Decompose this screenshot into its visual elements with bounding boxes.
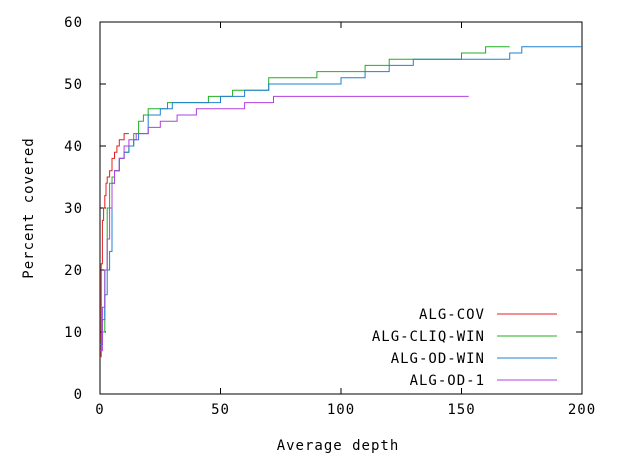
legend: ALG-COV ALG-CLIQ-WIN ALG-OD-WIN ALG-OD-1: [372, 307, 557, 389]
x-tick-label: 0: [95, 402, 104, 418]
x-tick-label: 200: [568, 402, 596, 418]
y-axis-label: Percent covered: [21, 137, 37, 278]
series-line: [100, 95, 469, 352]
y-tick-label: 50: [64, 77, 83, 93]
legend-label: ALG-CLIQ-WIN: [372, 329, 485, 345]
series-line: [100, 46, 510, 345]
series-group: [100, 46, 582, 358]
legend-label: ALG-OD-1: [410, 373, 485, 389]
series-line: [100, 133, 129, 358]
y-tick-label: 40: [64, 139, 83, 155]
x-axis-label: Average depth: [277, 438, 400, 454]
y-tick-label: 20: [64, 263, 83, 279]
x-tick-label: 50: [211, 402, 230, 418]
legend-label: ALG-OD-WIN: [391, 351, 485, 367]
y-tick-label: 60: [64, 15, 83, 31]
y-tick-label: 0: [74, 387, 83, 403]
x-tick-label: 150: [447, 402, 475, 418]
legend-label: ALG-COV: [419, 307, 485, 323]
x-tick-label: 100: [327, 402, 355, 418]
series-line: [100, 46, 582, 345]
axes: 0 50 100 150 200 0 10 20 30 40 50 60: [64, 15, 596, 418]
y-tick-label: 10: [64, 325, 83, 341]
y-tick-label: 30: [64, 201, 83, 217]
